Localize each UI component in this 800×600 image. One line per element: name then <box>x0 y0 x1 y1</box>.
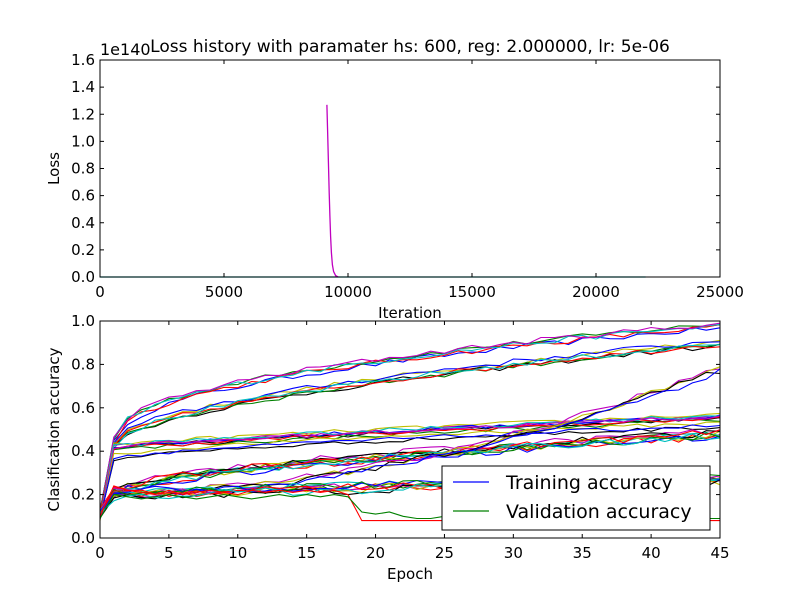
accuracy-y-tick-label: 0.0 <box>71 529 95 547</box>
accuracy-y-tick-label: 0.4 <box>71 442 95 460</box>
accuracy-ticks: 0 5 10 15 20 25 30 35 40 45 0.0 0.2 0.4 0.6 0.8 1.0 <box>71 312 729 562</box>
loss-x-tick-label: 15000 <box>448 283 496 301</box>
accuracy-series-line <box>99 426 721 519</box>
loss-series-line <box>326 104 339 278</box>
accuracy-series-line <box>99 344 721 515</box>
accuracy-series-line <box>99 433 721 511</box>
loss-y-tick-label: 1.0 <box>71 132 95 150</box>
accuracy-x-tick-label: 25 <box>435 544 454 562</box>
loss-x-tick-label: 20000 <box>572 283 620 301</box>
accuracy-series-line <box>99 424 721 520</box>
accuracy-x-axis-label: Epoch <box>387 565 433 583</box>
accuracy-y-axis-label: Clasification accuracy <box>45 347 63 511</box>
loss-y-tick-label: 0.2 <box>71 241 95 259</box>
accuracy-series-line <box>99 323 721 512</box>
accuracy-y-tick-label: 1.0 <box>71 312 95 330</box>
loss-plot-frame <box>99 59 721 278</box>
loss-y-tick-label: 1.6 <box>71 51 95 69</box>
accuracy-series-line <box>99 415 721 518</box>
loss-y-tick-label: 1.4 <box>71 78 95 96</box>
loss-y-tick-label: 0.8 <box>71 160 95 178</box>
loss-x-tick-label: 5000 <box>205 283 243 301</box>
legend-validation-label: Validation accuracy <box>506 501 692 523</box>
loss-plot: 0 5000 10000 15000 20000 25000 0.0 0.2 0.4 0.6 0.8… <box>45 37 744 322</box>
loss-ticks: 0 5000 10000 15000 20000 25000 0.0 0.2 0.4 0.6 0.8… <box>71 51 744 301</box>
loss-series-group <box>100 104 646 278</box>
accuracy-x-tick-label: 10 <box>228 544 247 562</box>
accuracy-x-tick-label: 15 <box>297 544 316 562</box>
accuracy-y-tick-label: 0.6 <box>71 399 95 417</box>
loss-y-axis-label: Loss <box>45 152 63 185</box>
accuracy-x-tick-label: 40 <box>642 544 661 562</box>
loss-y-tick-label: 1.2 <box>71 105 95 123</box>
accuracy-x-tick-label: 30 <box>504 544 523 562</box>
accuracy-plot: 0 5 10 15 20 25 30 35 40 45 0.0 0.2 0.4 0.6 0.8 1.0 Epo… <box>45 312 730 583</box>
accuracy-plot-frame <box>99 320 721 539</box>
loss-x-tick-label: 0 <box>95 283 105 301</box>
accuracy-series-line <box>99 415 721 519</box>
accuracy-series-line <box>99 323 721 512</box>
loss-x-tick-label: 25000 <box>696 283 744 301</box>
loss-offset-text: 1e140 <box>100 40 151 59</box>
accuracy-y-tick-label: 0.8 <box>71 355 95 373</box>
accuracy-series-line <box>99 345 721 512</box>
accuracy-series-line <box>99 412 721 518</box>
accuracy-series-group <box>99 322 721 522</box>
legend-training-label: Training accuracy <box>505 472 673 494</box>
loss-x-tick-label: 10000 <box>324 283 372 301</box>
loss-y-tick-label: 0.4 <box>71 214 95 232</box>
legend-box <box>441 465 711 531</box>
accuracy-series-line <box>99 416 721 517</box>
accuracy-series-line <box>99 341 721 515</box>
accuracy-series-line <box>99 421 721 521</box>
loss-y-tick-label: 0.6 <box>71 187 95 205</box>
accuracy-series-line <box>99 432 721 510</box>
loss-y-tick-label: 0.0 <box>71 268 95 286</box>
accuracy-x-tick-label: 20 <box>366 544 385 562</box>
accuracy-series-line <box>99 429 721 515</box>
accuracy-x-tick-label: 5 <box>164 544 174 562</box>
accuracy-series-line <box>99 322 721 514</box>
accuracy-x-tick-label: 45 <box>710 544 729 562</box>
loss-title: Loss history with paramater hs: 600, reg… <box>150 37 670 57</box>
accuracy-legend: Training accuracy Validation accuracy <box>441 465 711 531</box>
accuracy-x-tick-label: 0 <box>95 544 105 562</box>
accuracy-y-tick-label: 0.2 <box>71 486 95 504</box>
accuracy-x-tick-label: 35 <box>573 544 592 562</box>
loss-x-axis-label: Iteration <box>378 304 442 322</box>
